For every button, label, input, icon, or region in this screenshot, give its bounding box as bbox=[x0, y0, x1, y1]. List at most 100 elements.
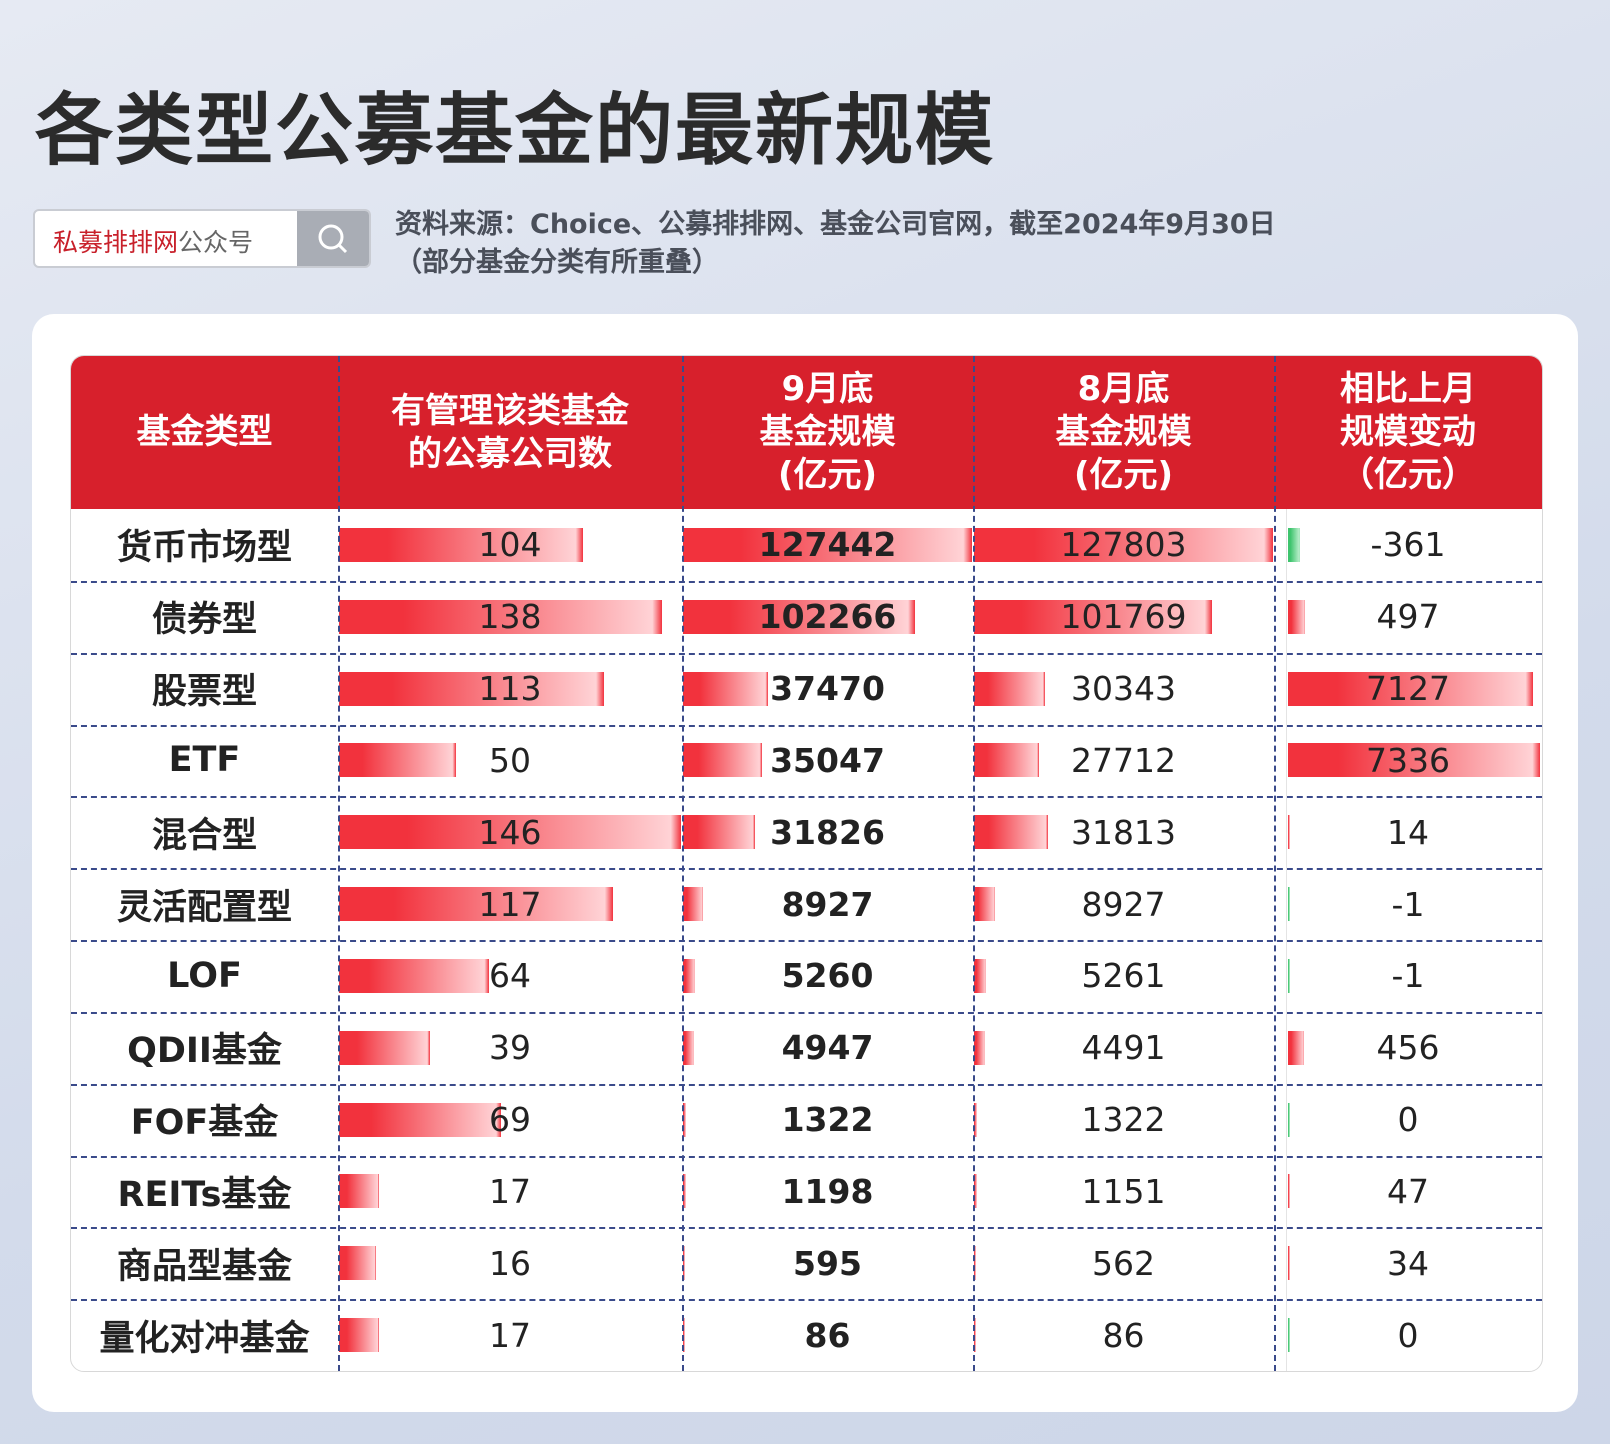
data-bar bbox=[339, 671, 604, 706]
header-line: 8月底 bbox=[1077, 369, 1170, 409]
column-header: 相比上月 规模变动 （亿元） bbox=[1274, 356, 1542, 509]
value-cell: 34 bbox=[1387, 1243, 1429, 1283]
fund-type: 商品型基金 bbox=[116, 1246, 292, 1287]
data-bar bbox=[683, 1030, 695, 1065]
source: 资料来源：Choice、公募排排网、基金公司官网，截至2024年9月30日 bbox=[395, 209, 1276, 240]
data-bar bbox=[974, 887, 995, 922]
value-cell: 497 bbox=[1376, 597, 1440, 637]
data-bar bbox=[1288, 1318, 1290, 1353]
row-separator bbox=[71, 796, 1542, 799]
data-bar bbox=[339, 958, 489, 993]
value-cell: 27712 bbox=[1071, 740, 1176, 780]
value-cell: -1 bbox=[1391, 956, 1425, 996]
data-bar bbox=[339, 815, 681, 850]
value-cell: 31813 bbox=[1071, 812, 1176, 852]
data-bar bbox=[974, 958, 987, 993]
title: 各类型公募基金的最新规模 bbox=[35, 86, 996, 176]
search-icon bbox=[318, 224, 348, 254]
data-bar bbox=[974, 1174, 977, 1209]
value-cell: 104 bbox=[478, 525, 542, 565]
value-cell: 1322 bbox=[781, 1100, 874, 1140]
data-bar bbox=[1288, 1174, 1290, 1209]
fund-type: 债券型 bbox=[151, 600, 257, 641]
data-bar bbox=[339, 1174, 379, 1209]
data-bar bbox=[1288, 815, 1290, 850]
data-bar bbox=[339, 1318, 379, 1353]
value-cell: 37470 bbox=[770, 669, 885, 709]
data-bar bbox=[974, 743, 1039, 778]
fund-type: 灵活配置型 bbox=[116, 887, 292, 928]
value-cell: 47 bbox=[1387, 1171, 1429, 1211]
data-bar bbox=[683, 887, 704, 922]
value-cell: 127803 bbox=[1060, 525, 1187, 565]
search-box[interactable]: 私募排排网公众号 bbox=[33, 209, 371, 268]
value-cell: 17 bbox=[489, 1315, 531, 1355]
column-header: 有管理该类基金 的公募公司数 bbox=[338, 356, 682, 509]
fund-type: 混合型 bbox=[151, 815, 257, 856]
value-cell: 86 bbox=[1102, 1315, 1145, 1355]
data-bar bbox=[683, 527, 972, 562]
data-bar bbox=[683, 671, 768, 706]
data-bar bbox=[339, 887, 614, 922]
value-cell: -361 bbox=[1370, 525, 1446, 565]
row-separator bbox=[71, 868, 1542, 871]
header-line: (亿元) bbox=[1073, 455, 1174, 495]
data-bar bbox=[1288, 958, 1290, 993]
data-bar bbox=[683, 1174, 686, 1209]
data-bar bbox=[974, 671, 1045, 706]
data-bar bbox=[339, 1246, 377, 1281]
data-bar bbox=[683, 815, 756, 850]
value-cell: 16 bbox=[489, 1243, 531, 1283]
data-bar bbox=[683, 743, 763, 778]
column-separator bbox=[682, 356, 684, 1371]
value-cell: 117 bbox=[478, 884, 542, 924]
data-bar bbox=[339, 527, 583, 562]
data-bar bbox=[683, 958, 695, 993]
data-bar bbox=[1288, 1246, 1290, 1281]
header-line: (亿元) bbox=[777, 455, 878, 495]
value-cell: 4947 bbox=[781, 1028, 874, 1068]
search-label: 私募排排网公众号 bbox=[53, 223, 253, 259]
fund-type: ETF bbox=[168, 740, 241, 781]
data-bar bbox=[974, 527, 1273, 562]
value-cell: 562 bbox=[1092, 1243, 1155, 1283]
data-bar bbox=[1288, 887, 1290, 922]
value-cell: 69 bbox=[489, 1100, 531, 1140]
fund-type: REITs基金 bbox=[117, 1174, 292, 1215]
fund-type: QDII基金 bbox=[127, 1031, 282, 1072]
header-line: 相比上月 bbox=[1340, 369, 1476, 409]
header-line: （亿元） bbox=[1340, 455, 1476, 495]
row-separator bbox=[71, 1155, 1542, 1158]
value-cell: 1198 bbox=[781, 1171, 874, 1211]
data-bar bbox=[683, 1102, 686, 1137]
header-line: 基金规模 bbox=[1055, 412, 1192, 452]
data-bar bbox=[974, 1246, 976, 1281]
data-bar bbox=[339, 1102, 501, 1137]
header-line: 规模变动 bbox=[1340, 412, 1476, 452]
header-line: 的公募公司数 bbox=[408, 433, 612, 474]
value-cell: 50 bbox=[489, 740, 531, 780]
data-bar bbox=[974, 815, 1049, 850]
row-separator bbox=[71, 1227, 1542, 1230]
value-cell: 102266 bbox=[758, 597, 897, 637]
value-cell: 31826 bbox=[770, 812, 885, 852]
column-header: 9月底 基金规模 (亿元) bbox=[682, 356, 973, 509]
search-button[interactable] bbox=[297, 211, 369, 266]
fund-type: 股票型 bbox=[151, 672, 257, 713]
row-separator bbox=[71, 652, 1542, 655]
row-separator bbox=[71, 724, 1542, 727]
note: （部分基金分类有所重叠） bbox=[395, 247, 719, 278]
data-bar bbox=[1288, 1030, 1304, 1065]
value-cell: 14 bbox=[1387, 812, 1429, 852]
data-bar bbox=[974, 1030, 985, 1065]
column-header: 8月底 基金规模 (亿元) bbox=[973, 356, 1274, 509]
data-bar bbox=[974, 1318, 976, 1353]
data-bar bbox=[683, 1246, 685, 1281]
data-bar bbox=[339, 1030, 431, 1065]
value-cell: 35047 bbox=[770, 740, 885, 780]
header-line: 基金类型 bbox=[136, 412, 273, 452]
row-separator bbox=[71, 580, 1542, 583]
value-cell: 64 bbox=[489, 956, 531, 996]
row-separator bbox=[71, 1299, 1542, 1302]
fund-type: LOF bbox=[167, 955, 242, 996]
